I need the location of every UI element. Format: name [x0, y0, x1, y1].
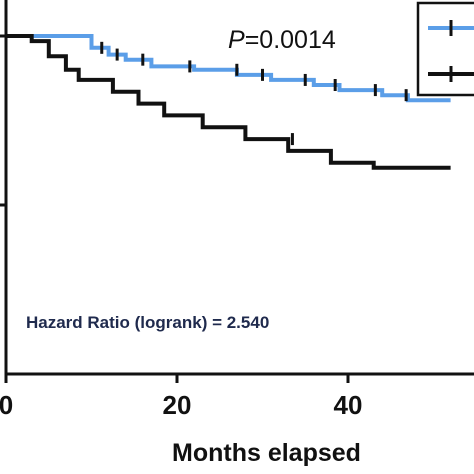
legend-box: [416, 1, 474, 97]
survival-curve-series-2: [6, 34, 451, 170]
x-tick-label: 40: [334, 390, 363, 420]
x-axis-ticks: 0 20 40: [0, 374, 362, 420]
hazard-ratio-annotation: Hazard Ratio (logrank) = 2.540: [26, 313, 269, 332]
p-value-annotation: P=0.0014: [228, 26, 336, 54]
x-tick-label: 20: [163, 390, 192, 420]
x-axis-title: Months elapsed: [172, 439, 361, 467]
p-label: P: [228, 26, 245, 54]
legend: [416, 1, 474, 97]
p-value: =0.0014: [245, 26, 336, 54]
series-layer: [6, 34, 451, 170]
x-tick-label: 0: [0, 390, 13, 420]
